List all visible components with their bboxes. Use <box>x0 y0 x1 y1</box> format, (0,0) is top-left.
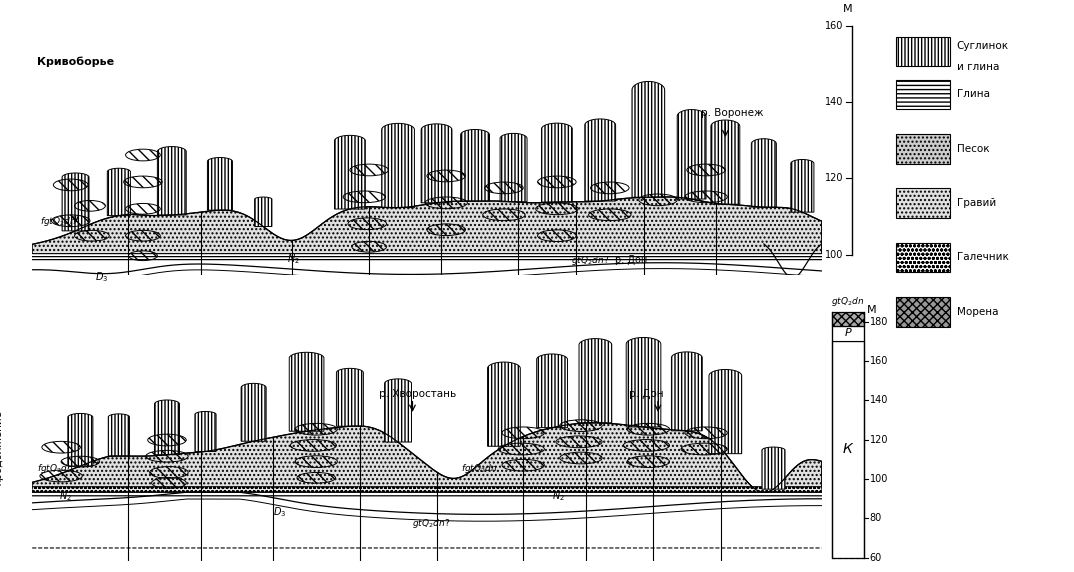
Text: $D_3$: $D_3$ <box>95 271 108 284</box>
Polygon shape <box>381 124 415 208</box>
Polygon shape <box>289 352 324 431</box>
Polygon shape <box>790 160 814 212</box>
Polygon shape <box>752 139 777 207</box>
Text: Кривоборье: Кривоборье <box>37 57 114 67</box>
Polygon shape <box>194 411 216 451</box>
Polygon shape <box>626 337 661 427</box>
Text: р. Воронеж: р. Воронеж <box>701 108 764 118</box>
Bar <box>896 243 950 272</box>
Text: $N_2$: $N_2$ <box>59 490 72 503</box>
Bar <box>832 325 863 341</box>
Text: Суглинок: Суглинок <box>957 41 1008 51</box>
Bar <box>832 312 863 325</box>
Polygon shape <box>68 414 92 466</box>
Polygon shape <box>242 383 266 441</box>
Text: р. Дон: р. Дон <box>614 255 647 265</box>
Text: 100: 100 <box>825 249 843 260</box>
Bar <box>896 80 950 109</box>
Text: 80: 80 <box>870 513 882 523</box>
Text: продолжение: продолжение <box>0 410 3 485</box>
Polygon shape <box>678 110 706 199</box>
Text: 120: 120 <box>870 435 888 444</box>
Polygon shape <box>155 400 179 455</box>
Text: М: М <box>867 305 876 315</box>
Polygon shape <box>32 487 822 492</box>
Bar <box>896 297 950 327</box>
Text: $gtQ_2dn?$: $gtQ_2dn?$ <box>412 518 451 530</box>
Text: 140: 140 <box>825 97 843 107</box>
Polygon shape <box>500 133 527 202</box>
Text: Песок: Песок <box>957 144 989 154</box>
Text: р. Хворостань: р. Хворостань <box>379 389 456 399</box>
Text: $gtQ_2dn$: $gtQ_2dn$ <box>831 295 865 308</box>
Text: $fgtQ_2dn$: $fgtQ_2dn$ <box>40 214 76 228</box>
Text: $N_2$: $N_2$ <box>552 490 565 503</box>
Text: К: К <box>843 443 853 456</box>
Polygon shape <box>108 414 130 456</box>
Text: Морена: Морена <box>957 307 998 317</box>
Polygon shape <box>107 168 130 216</box>
Polygon shape <box>711 120 740 204</box>
Text: 160: 160 <box>870 356 888 366</box>
Text: М: М <box>843 5 853 14</box>
Text: $gtQ_2dn?$: $gtQ_2dn?$ <box>571 253 609 267</box>
Text: $fgtQ_2dn$: $fgtQ_2dn$ <box>461 462 497 475</box>
Text: P: P <box>844 328 852 339</box>
Polygon shape <box>32 423 822 492</box>
Polygon shape <box>584 119 615 201</box>
Polygon shape <box>62 173 89 231</box>
Bar <box>896 188 950 218</box>
Text: Гравий: Гравий <box>957 198 996 208</box>
Polygon shape <box>537 354 567 428</box>
Text: 100: 100 <box>870 474 888 484</box>
Polygon shape <box>32 197 822 253</box>
Text: $fgtQ_2dn$: $fgtQ_2dn$ <box>37 462 74 475</box>
Text: Глина: Глина <box>957 89 989 100</box>
Text: 140: 140 <box>870 395 888 406</box>
Text: $D_3$: $D_3$ <box>273 506 286 519</box>
Bar <box>896 37 950 66</box>
Polygon shape <box>461 129 490 201</box>
Bar <box>896 134 950 164</box>
Text: 180: 180 <box>870 316 888 327</box>
Polygon shape <box>207 157 232 210</box>
Polygon shape <box>384 379 411 442</box>
Text: Галечник: Галечник <box>957 252 1008 263</box>
Polygon shape <box>255 197 272 227</box>
Text: $N_2$: $N_2$ <box>288 253 300 267</box>
Text: 120: 120 <box>825 173 843 183</box>
Text: 60: 60 <box>870 553 882 563</box>
Polygon shape <box>488 362 520 446</box>
Text: р. Дон: р. Дон <box>629 389 664 399</box>
Polygon shape <box>158 146 186 215</box>
Polygon shape <box>334 136 365 209</box>
Polygon shape <box>421 124 452 203</box>
Polygon shape <box>709 370 742 454</box>
Polygon shape <box>671 352 702 431</box>
Bar <box>832 341 863 558</box>
Polygon shape <box>541 123 572 202</box>
Polygon shape <box>761 447 785 489</box>
Text: и глина: и глина <box>957 62 999 73</box>
Text: 160: 160 <box>825 21 843 31</box>
Polygon shape <box>336 368 363 426</box>
Polygon shape <box>579 339 612 423</box>
Polygon shape <box>632 81 665 197</box>
